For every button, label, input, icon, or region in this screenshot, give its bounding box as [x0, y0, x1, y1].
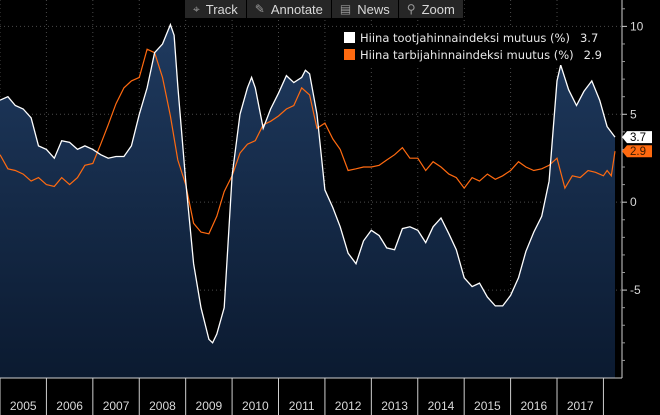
crosshair-icon: ⌖	[193, 1, 200, 16]
chart-legend: Hiina tootjahinnaindeksi mutuus (%) 3.7 …	[340, 27, 606, 65]
x-tick-label: 2017	[567, 399, 594, 413]
x-tick-label: 2008	[149, 399, 176, 413]
legend-label-ppi: Hiina tootjahinnaindeksi mutuus (%)	[360, 30, 570, 45]
x-axis: 2005 2006 2007 2008 2009 2010 2011 2012 2013 2014…	[0, 378, 604, 415]
cpi-last-value-label-text: 2.9	[630, 146, 646, 158]
ppi-series-line	[0, 22, 616, 344]
legend-value-ppi: 3.7	[579, 30, 599, 45]
legend-item-ppi: Hiina tootjahinnaindeksi mutuus (%) 3.7	[344, 29, 602, 46]
annotate-label: Annotate	[270, 1, 323, 17]
zoom-label: Zoom	[421, 1, 455, 17]
track-button[interactable]: ⌖ Track	[185, 0, 247, 18]
x-tick-label: 2011	[289, 399, 315, 413]
ppi-area-fill	[0, 24, 615, 378]
ppi-last-value-label-text: 3.7	[630, 132, 646, 144]
legend-item-cpi: Hiina tarbijahinnaindeksi muutus (%) 2.9	[344, 46, 602, 63]
legend-label-cpi: Hiina tarbijahinnaindeksi muutus (%)	[360, 47, 574, 62]
legend-swatch-cpi	[344, 49, 355, 60]
y-tick-label: -5	[630, 283, 641, 297]
y-tick-label: 10	[630, 19, 644, 33]
x-tick-label: 2015	[474, 399, 501, 413]
chart-toolbar: ⌖ Track ✎ Annotate ▤ News ⚲ Zoom	[185, 0, 464, 18]
y-tick-label: 0	[630, 195, 637, 209]
x-tick-label: 2007	[103, 399, 130, 413]
x-tick-label: 2006	[56, 399, 83, 413]
x-tick-label: 2010	[242, 399, 269, 413]
news-icon: ▤	[339, 2, 352, 16]
news-button[interactable]: ▤ News	[331, 0, 399, 18]
last-value-labels: 3.72.9	[622, 131, 652, 158]
annotate-button[interactable]: ✎ Annotate	[246, 0, 332, 18]
zoom-button[interactable]: ⚲ Zoom	[398, 0, 464, 18]
pencil-icon: ✎	[254, 2, 265, 16]
cpi-last-value-label: 2.9	[622, 145, 652, 158]
x-tick-label: 2012	[335, 399, 362, 413]
y-axis: 10 5 0 -5	[622, 8, 644, 361]
legend-swatch-ppi	[344, 32, 355, 43]
x-tick-label: 2014	[428, 399, 455, 413]
cpi-last-value-label-bg	[622, 145, 652, 158]
ppi-last-value-label: 3.7	[622, 131, 652, 144]
track-label: Track	[205, 1, 238, 17]
news-label: News	[357, 1, 390, 17]
y-tick-label: 5	[630, 107, 637, 121]
x-tick-label: 2009	[196, 399, 223, 413]
x-tick-label: 2005	[10, 399, 37, 413]
ppi-last-value-label-bg	[622, 131, 652, 144]
magnifier-icon: ⚲	[406, 2, 416, 16]
cpi-series-line	[0, 48, 616, 235]
legend-value-cpi: 2.9	[583, 47, 602, 62]
x-tick-label: 2013	[381, 399, 408, 413]
x-tick-label: 2016	[520, 399, 547, 413]
